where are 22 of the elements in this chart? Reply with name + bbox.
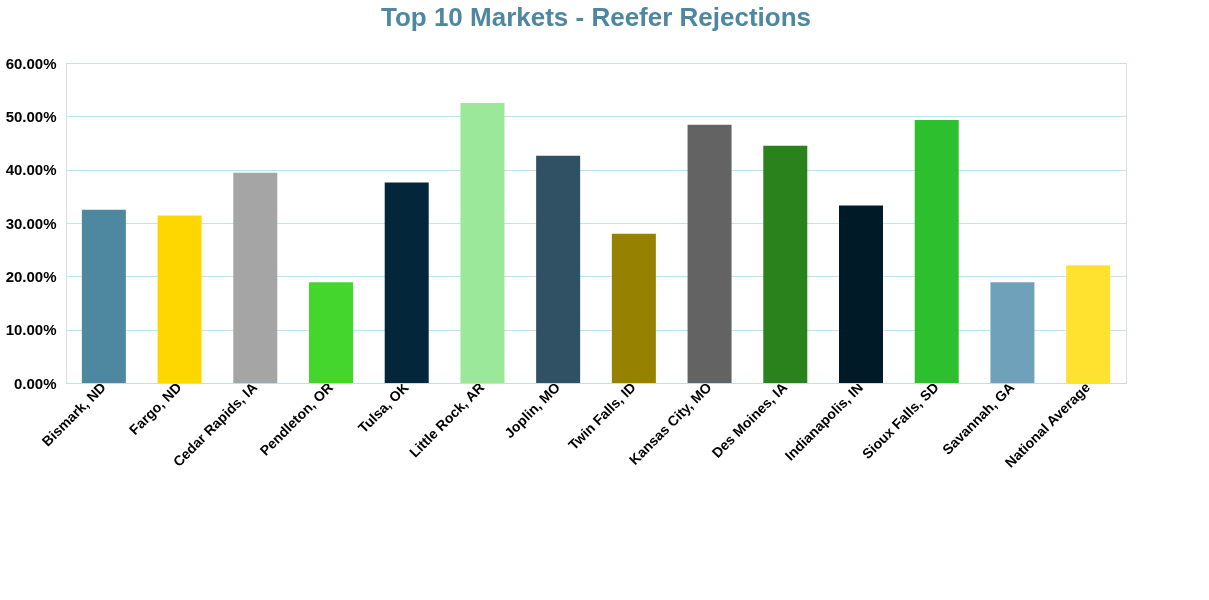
- bar: [1066, 265, 1111, 383]
- y-tick-label: 50.00%: [5, 107, 57, 125]
- y-tick-label: 60.00%: [5, 54, 57, 72]
- bar: [157, 215, 202, 383]
- y-tick-label: 20.00%: [5, 267, 57, 285]
- bar: [990, 282, 1035, 383]
- y-tick-label: 0.00%: [13, 374, 57, 392]
- bar: [839, 205, 883, 383]
- bar: [536, 155, 581, 383]
- bar: [384, 182, 429, 383]
- bar: [460, 103, 505, 383]
- y-tick-label: 30.00%: [5, 214, 57, 232]
- bar: [914, 120, 959, 383]
- y-tick-label: 10.00%: [5, 321, 57, 339]
- bar: [309, 282, 353, 383]
- chart-title: Top 10 Markets - Reefer Rejections: [380, 2, 812, 32]
- bar: [687, 124, 732, 383]
- bar: [611, 233, 656, 383]
- bar: [81, 209, 126, 383]
- bar: [233, 172, 278, 383]
- y-tick-label: 40.00%: [5, 161, 57, 179]
- bar: [763, 145, 808, 383]
